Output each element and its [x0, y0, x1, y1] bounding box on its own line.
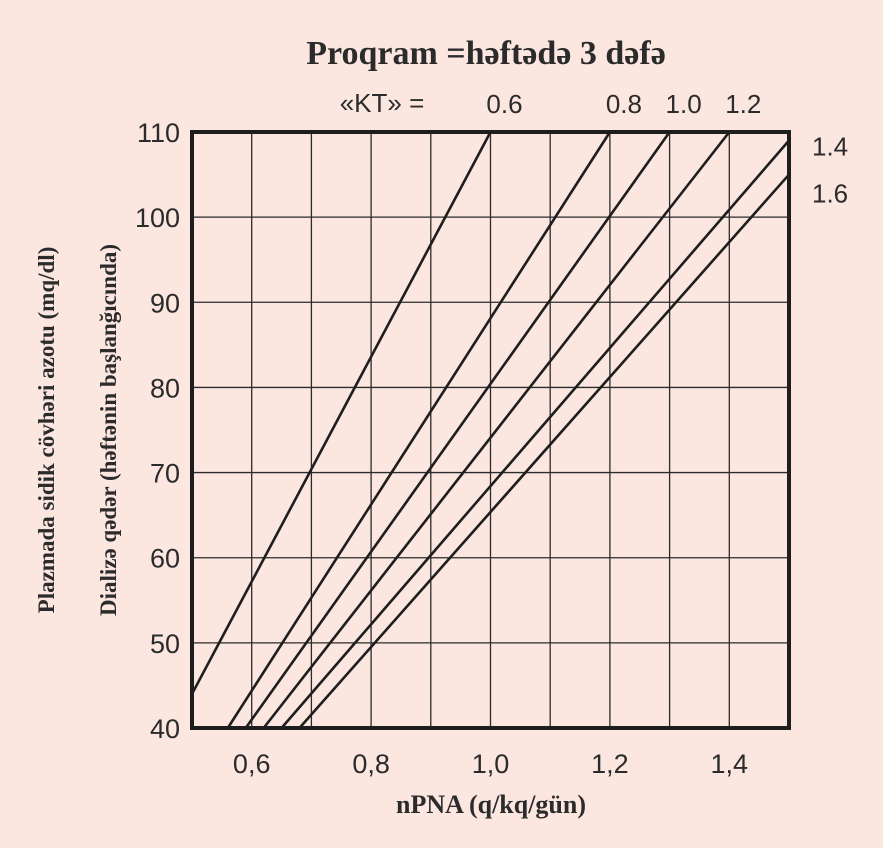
x-axis-label: nPNA (q/kq/gün) [396, 790, 586, 819]
series-line [280, 139, 790, 729]
x-tick-label: 0,6 [233, 749, 271, 779]
series-label: 1.0 [666, 89, 702, 119]
y-tick-label: 110 [137, 118, 180, 148]
y-tick-label: 70 [150, 459, 180, 489]
series-label: 1.2 [725, 89, 761, 119]
y-tick-label: 90 [150, 288, 180, 318]
chart-title: Proqram =həftədə 3 dəfə [306, 35, 666, 72]
series-line [298, 173, 790, 729]
y-tick-label: 40 [150, 714, 180, 744]
series-line [226, 131, 611, 729]
series-line [262, 131, 731, 729]
series-labels: 0.6 0.8 1.0 1.2 1.4 1.6 [486, 89, 848, 209]
kt-prefix-label: «KT» = [340, 88, 425, 118]
y-tick-label: 80 [150, 373, 180, 403]
y-tick-label: 50 [150, 629, 180, 659]
series-label: 1.4 [812, 132, 848, 162]
x-tick-label: 0,8 [352, 749, 390, 779]
x-tick-label: 1,2 [591, 749, 629, 779]
axis-ticks: 0,6 0,8 1,0 1,2 1,4 40 50 60 70 80 90 100 110 [135, 118, 748, 779]
series-label: 0.8 [606, 89, 642, 119]
plot-frame [190, 130, 791, 730]
series-label: 0.6 [486, 89, 522, 119]
x-tick-label: 1,0 [472, 749, 510, 779]
y-axis-label-primary: Plazmada sidik cövhəri azotu (mq/dl) [34, 247, 59, 614]
y-tick-label: 60 [150, 544, 180, 574]
y-tick-label: 100 [135, 203, 180, 233]
y-axis-label-secondary: Dializə qədər (həftənin başlanğıcında) [96, 244, 121, 616]
series-line [244, 131, 671, 729]
series-lines [190, 131, 790, 729]
series-label: 1.6 [812, 179, 848, 209]
grid-lines [192, 132, 789, 728]
series-line [190, 131, 492, 695]
x-tick-label: 1,4 [711, 749, 749, 779]
